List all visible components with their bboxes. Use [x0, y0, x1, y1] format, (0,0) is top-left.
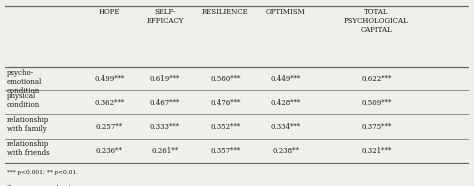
Text: 0.362***: 0.362*** [94, 99, 124, 107]
Text: psycho-
emotional
condition: psycho- emotional condition [7, 69, 42, 95]
Text: 0.261**: 0.261** [152, 147, 179, 155]
Text: 0.333***: 0.333*** [150, 123, 180, 131]
Text: 0.352***: 0.352*** [210, 123, 240, 131]
Text: 0.476***: 0.476*** [210, 99, 241, 107]
Text: 0.257**: 0.257** [96, 123, 123, 131]
Text: 0.357***: 0.357*** [210, 147, 240, 155]
Text: OPTIMISM: OPTIMISM [266, 7, 306, 15]
Text: 0.238**: 0.238** [273, 147, 299, 155]
Text: 0.334***: 0.334*** [271, 123, 301, 131]
Text: physical
condition: physical condition [7, 92, 40, 109]
Text: 0.449***: 0.449*** [271, 75, 301, 83]
Text: 0.321***: 0.321*** [361, 147, 392, 155]
Text: HOPE: HOPE [99, 7, 120, 15]
Text: 0.467***: 0.467*** [150, 99, 180, 107]
Text: 0.375***: 0.375*** [361, 123, 392, 131]
Text: 0.499***: 0.499*** [94, 75, 125, 83]
Text: Source: own exploratory survey.: Source: own exploratory survey. [7, 185, 103, 186]
Text: 0.509***: 0.509*** [361, 99, 392, 107]
Text: 0.236**: 0.236** [96, 147, 123, 155]
Text: 0.428***: 0.428*** [271, 99, 301, 107]
Text: RESILIENCE: RESILIENCE [202, 7, 249, 15]
Text: 0.622***: 0.622*** [361, 75, 392, 83]
Text: relationship
with friends: relationship with friends [7, 140, 50, 157]
Text: 0.619***: 0.619*** [150, 75, 180, 83]
Text: 0.560***: 0.560*** [210, 75, 241, 83]
Text: relationship
with family: relationship with family [7, 116, 49, 133]
Text: *** p<0.001; ** p<0.01.: *** p<0.001; ** p<0.01. [7, 170, 78, 175]
Text: TOTAL
PSYCHOLOGICAL
CAPITAL: TOTAL PSYCHOLOGICAL CAPITAL [344, 7, 409, 34]
Text: SELF-
EFFICACY: SELF- EFFICACY [146, 7, 184, 25]
